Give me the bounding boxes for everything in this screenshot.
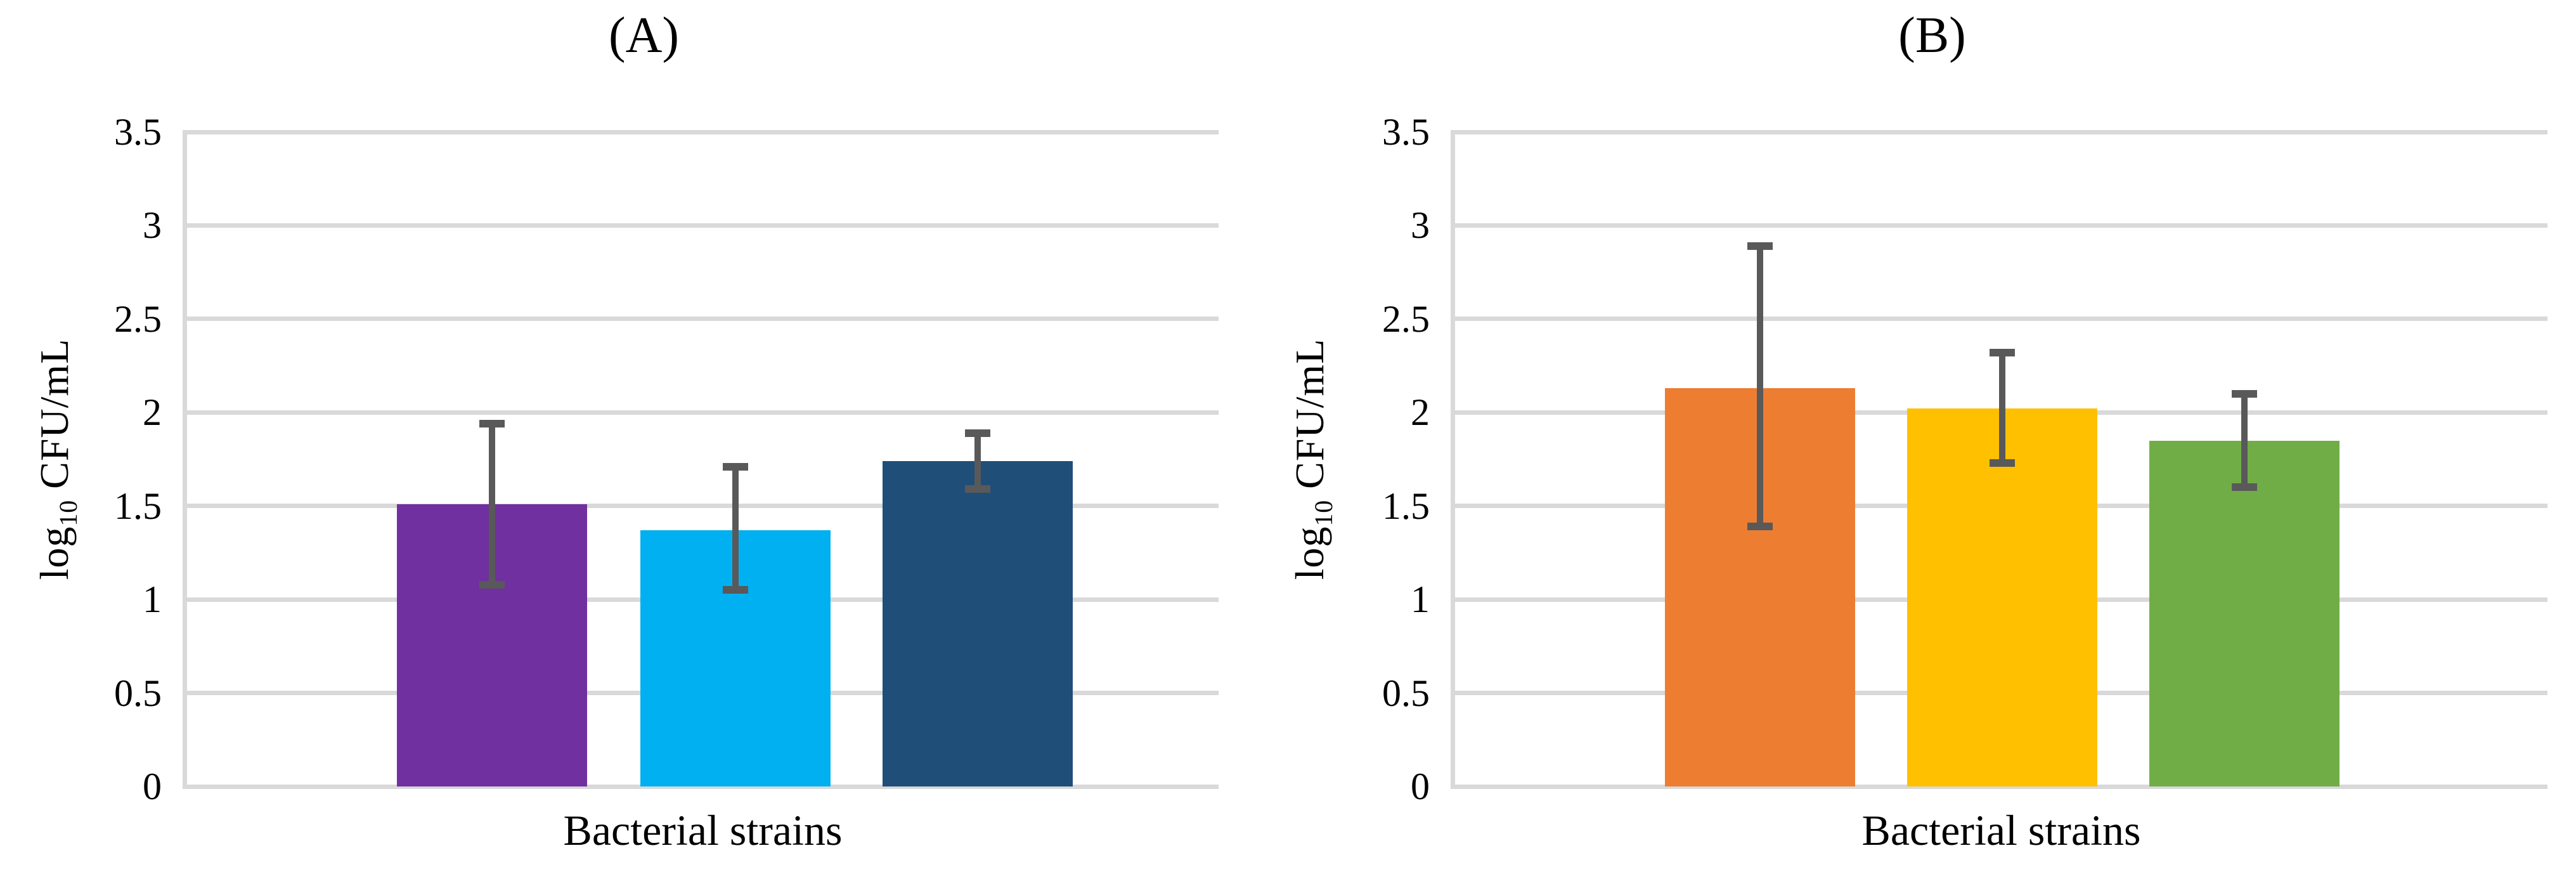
panel-b-error-bar-yellow bbox=[1999, 352, 2005, 463]
panel-b-ytick-1.5: 1.5 bbox=[1382, 485, 1430, 527]
panel-b-error-cap-bottom-yellow bbox=[1990, 459, 2015, 467]
panel-a-gridline-0 bbox=[187, 784, 1219, 789]
panel-b-ytick-1: 1 bbox=[1411, 578, 1430, 621]
panel-a-ytick-3.5: 3.5 bbox=[114, 111, 162, 153]
panel-a-gridline-3.5 bbox=[187, 129, 1219, 134]
panel-a-error-cap-bottom-purple bbox=[479, 580, 505, 589]
panel-a-ytick-1.5: 1.5 bbox=[114, 485, 162, 527]
panel-b-error-cap-bottom-green bbox=[2232, 483, 2257, 492]
panel-b-ytick-0: 0 bbox=[1411, 766, 1430, 807]
panel-a-error-bar-dark-blue bbox=[974, 433, 981, 490]
panel-a-ytick-1: 1 bbox=[143, 578, 162, 621]
panel-b-ytick-3: 3 bbox=[1411, 204, 1430, 247]
panel-a-gridline-2 bbox=[187, 410, 1219, 415]
panel-a-ytick-0: 0 bbox=[143, 766, 162, 807]
y-axis-title-text: log bbox=[32, 526, 77, 580]
panel-b-error-cap-bottom-orange bbox=[1747, 523, 1773, 531]
panel-a-x-axis-title: Bacterial strains bbox=[563, 806, 843, 854]
panel-a-y-axis-line bbox=[183, 129, 187, 789]
panel-a-error-cap-top-light-blue bbox=[723, 462, 748, 471]
panel-b-bar-yellow bbox=[1907, 408, 2097, 786]
panel-a-error-cap-bottom-dark-blue bbox=[965, 485, 990, 493]
panel-a-error-cap-bottom-light-blue bbox=[723, 586, 748, 594]
panel-a-title: (A) bbox=[608, 8, 680, 63]
panel-b-y-axis-line bbox=[1451, 129, 1455, 789]
panel-a-y-axis-title: log10 CFU/mL bbox=[31, 339, 83, 580]
y-axis-title-text: log bbox=[1287, 526, 1333, 580]
panel-a-bar-dark-blue bbox=[883, 460, 1073, 786]
panel-b-ytick-0.5: 0.5 bbox=[1382, 672, 1430, 714]
panel-a-gridline-2.5 bbox=[187, 316, 1219, 322]
panel-a-ytick-3: 3 bbox=[143, 204, 162, 247]
panel-b-error-cap-top-orange bbox=[1747, 242, 1773, 250]
panel-a-error-cap-top-purple bbox=[479, 419, 505, 427]
panel-b-ytick-3.5: 3.5 bbox=[1382, 111, 1430, 153]
panel-b-x-axis-title: Bacterial strains bbox=[1861, 806, 2141, 854]
panel-b-gridline-3.5 bbox=[1455, 129, 2547, 134]
panel-a-error-cap-top-dark-blue bbox=[965, 429, 990, 437]
panel-b-ytick-2.5: 2.5 bbox=[1382, 297, 1430, 340]
panel-b-bar-green bbox=[2149, 440, 2340, 786]
panel-b-error-cap-top-yellow bbox=[1990, 348, 2015, 356]
panel-b-gridline-2.5 bbox=[1455, 316, 2547, 322]
panel-a-error-bar-purple bbox=[489, 423, 495, 585]
panel-b-gridline-3 bbox=[1455, 223, 2547, 228]
panel-b-error-cap-top-green bbox=[2232, 389, 2257, 398]
panel-b-y-axis-title: log10 CFU/mL bbox=[1286, 339, 1338, 580]
panel-a-ytick-0.5: 0.5 bbox=[114, 672, 162, 714]
panel-a-ytick-2.5: 2.5 bbox=[114, 297, 162, 340]
panel-b-ytick-2: 2 bbox=[1411, 391, 1430, 434]
panel-b-error-bar-green bbox=[2241, 393, 2248, 488]
panel-a-gridline-1.5 bbox=[187, 504, 1219, 509]
panel-b-title: (B) bbox=[1898, 8, 1966, 63]
panel-a-gridline-3 bbox=[187, 223, 1219, 228]
panel-b-error-bar-orange bbox=[1757, 245, 1763, 527]
panel-b-gridline-0 bbox=[1455, 784, 2547, 789]
panel-a-ytick-2: 2 bbox=[143, 391, 162, 434]
panel-a-error-bar-light-blue bbox=[732, 466, 739, 590]
